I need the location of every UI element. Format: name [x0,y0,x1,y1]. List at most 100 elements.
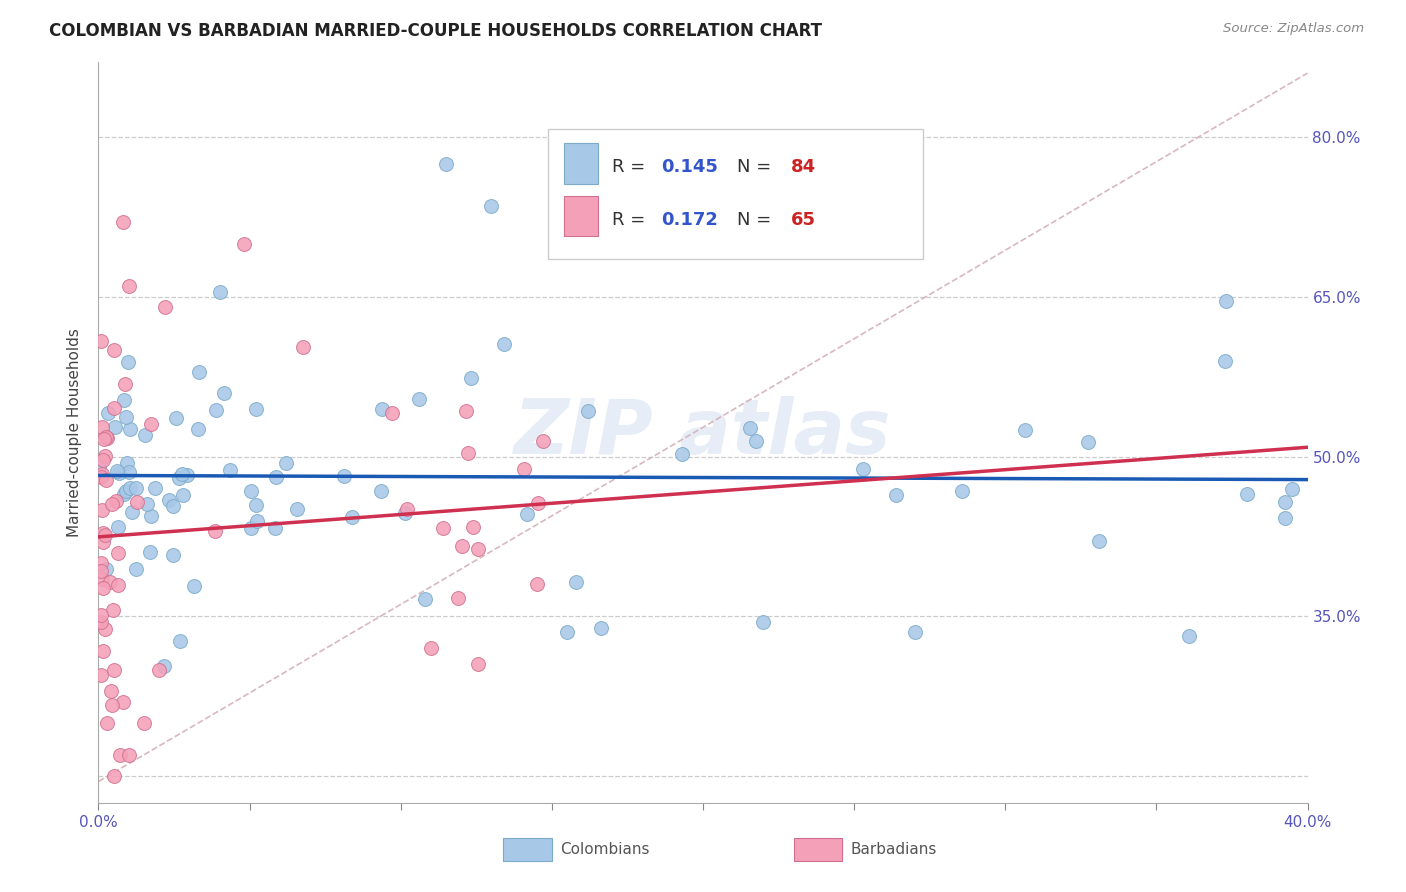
Point [408,392,430,406]
Point [103,769,125,783]
Text: 0.172: 0.172 [661,211,717,228]
Point [467,657,489,672]
Point [118,747,141,762]
Point [101,698,124,712]
Point [117,355,139,369]
Point [246,514,269,528]
Point [381,406,404,420]
Point [494,336,516,351]
Point [395,502,418,516]
Point [148,663,170,677]
FancyBboxPatch shape [564,143,598,184]
Point [162,548,184,562]
Point [96,430,118,444]
Point [91,453,114,467]
Point [90,607,112,622]
Point [240,521,263,535]
Point [513,462,536,476]
Point [111,695,134,709]
Point [105,464,128,478]
Point [516,507,538,521]
Point [120,422,142,436]
Point [1014,423,1036,437]
Point [103,343,125,357]
Point [93,622,115,636]
Point [97,406,120,420]
Point [1215,294,1237,309]
Point [1236,487,1258,501]
Point [124,481,146,495]
Point [183,579,205,593]
Point [90,556,112,570]
Point [447,591,470,606]
Point [752,615,775,629]
Point [90,469,112,483]
Point [112,393,135,408]
Point [91,534,114,549]
Point [1281,482,1303,496]
Point [434,156,457,170]
Point [266,470,288,484]
Point [134,428,156,442]
Point [209,285,232,299]
Point [96,431,118,445]
Point [884,488,907,502]
Point [100,684,122,698]
Text: Colombians: Colombians [561,842,650,857]
Text: ZIP atlas: ZIP atlas [515,396,891,469]
Point [104,420,127,434]
Point [413,592,436,607]
Point [740,421,762,435]
Point [285,502,308,516]
Point [904,625,927,640]
Point [394,506,416,520]
Point [370,484,392,499]
Point [103,401,125,416]
Point [117,456,139,470]
Point [188,365,211,379]
Point [169,634,191,648]
Point [153,658,176,673]
Point [127,495,149,509]
Point [107,578,129,592]
Text: 65: 65 [792,211,817,228]
Point [93,526,115,541]
Point [187,422,209,436]
FancyBboxPatch shape [503,838,551,861]
Point [214,385,236,400]
Point [159,493,181,508]
Point [555,625,578,640]
Point [371,402,394,417]
Point [176,467,198,482]
FancyBboxPatch shape [548,129,924,259]
Point [162,499,184,513]
Point [125,562,148,576]
Point [463,520,485,534]
Point [527,496,550,510]
Point [93,644,115,658]
Point [467,541,489,556]
Point [340,510,363,524]
Point [90,615,112,629]
Text: Source: ZipAtlas.com: Source: ZipAtlas.com [1223,22,1364,36]
FancyBboxPatch shape [564,195,598,236]
Point [950,483,973,498]
Point [245,498,267,512]
Point [96,562,118,576]
Point [108,466,131,480]
Point [103,663,125,677]
Point [132,715,155,730]
Point [93,432,115,446]
Point [94,528,117,542]
Point [87,459,110,474]
Point [172,488,194,502]
Point [576,403,599,417]
Point [1087,533,1109,548]
Point [136,497,159,511]
Text: R =: R = [613,211,651,228]
Text: Barbadians: Barbadians [851,842,936,857]
Text: 0.145: 0.145 [661,158,717,176]
Point [114,409,136,424]
Y-axis label: Married-couple Households: Married-couple Households [67,328,83,537]
Point [108,747,131,762]
